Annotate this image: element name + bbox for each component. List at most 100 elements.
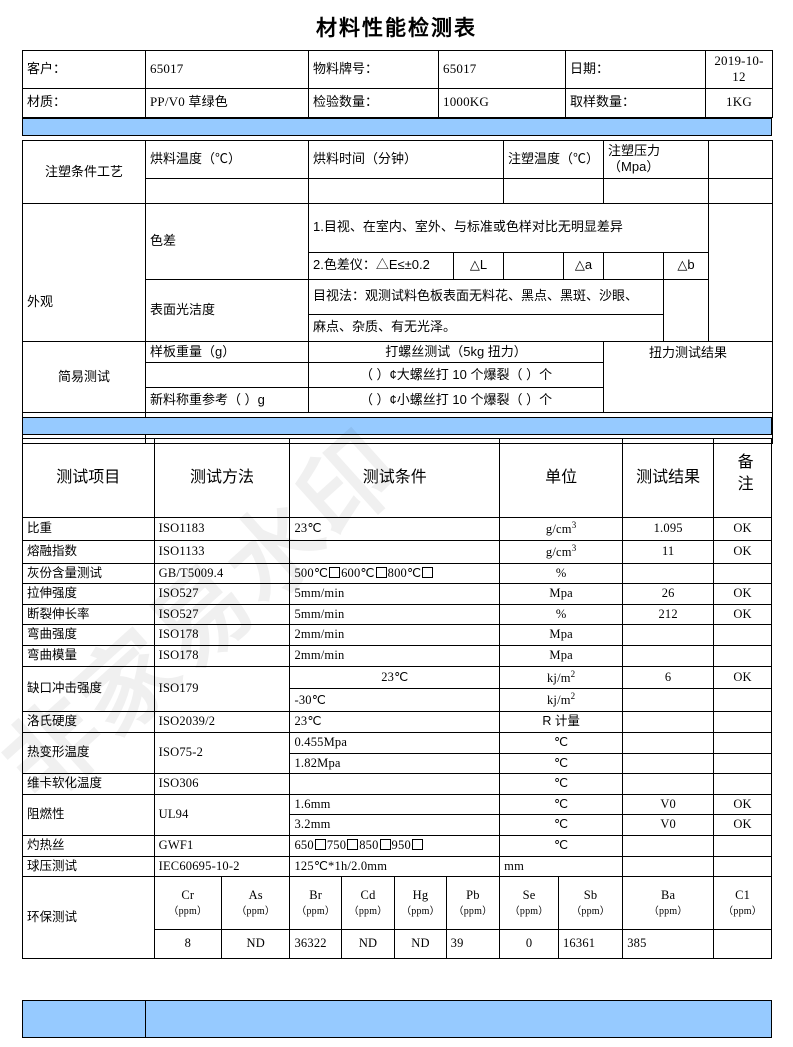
page-title: 材料性能检测表 xyxy=(316,17,477,40)
test-note[interactable] xyxy=(713,688,772,713)
table-row: 外观 色差 1.目视、在室内、室外、与标准或色样对比无明显差异 xyxy=(22,202,774,342)
test-method: IEC60695-10-2 xyxy=(153,855,291,878)
element-value-cd[interactable]: ND xyxy=(340,929,396,960)
sample-weight-value[interactable] xyxy=(145,361,309,388)
test-result[interactable] xyxy=(622,562,715,585)
test-result[interactable] xyxy=(622,731,715,754)
element-value-pb[interactable]: 39 xyxy=(445,929,501,960)
test-note[interactable]: OK xyxy=(713,793,772,816)
test-note[interactable] xyxy=(713,711,772,733)
test-result[interactable] xyxy=(622,645,715,667)
test-result[interactable] xyxy=(622,752,715,775)
test-note[interactable] xyxy=(713,624,772,647)
element-value-sb[interactable]: 16361 xyxy=(557,929,624,960)
element-header-c1: C1 （ppm） xyxy=(713,876,772,931)
test-note[interactable]: OK xyxy=(713,814,772,836)
test-result[interactable] xyxy=(622,624,715,647)
element-value-cr[interactable]: 8 xyxy=(153,929,222,960)
table-row: 维卡软化温度 ISO306 ℃ xyxy=(22,773,772,795)
test-note[interactable] xyxy=(713,562,772,585)
test-note[interactable] xyxy=(713,855,772,878)
process-value-inj-pressure[interactable] xyxy=(603,177,710,204)
test-result[interactable] xyxy=(622,855,715,878)
value-customer[interactable]: 65017 xyxy=(145,50,309,89)
test-note[interactable] xyxy=(713,645,772,667)
checkbox-950[interactable] xyxy=(411,839,423,850)
gloss-spare-cell[interactable] xyxy=(663,278,710,342)
test-result[interactable]: 26 xyxy=(622,583,715,605)
appearance-spare-col[interactable] xyxy=(708,202,774,342)
delta-l-value[interactable] xyxy=(503,251,565,280)
element-value-hg[interactable]: ND xyxy=(394,929,447,960)
test-note[interactable]: OK xyxy=(713,539,772,564)
test-result[interactable]: 11 xyxy=(622,539,715,564)
value-sample-qty[interactable]: 1KG xyxy=(705,87,773,118)
table-row: 1.82Mpa ℃ xyxy=(23,752,772,775)
table-row: 简易测试 样板重量（g） 打螺丝测试（5kg 扭力） 扭力测试结果 xyxy=(22,340,774,413)
test-result[interactable]: V0 xyxy=(622,814,715,836)
test-condition: 1.82Mpa xyxy=(289,752,501,775)
test-note[interactable] xyxy=(713,773,772,795)
test-result[interactable] xyxy=(622,688,715,713)
value-inspect-qty[interactable]: 1000KG xyxy=(438,87,566,118)
checkbox-600c[interactable] xyxy=(375,566,387,578)
test-note[interactable]: OK xyxy=(713,665,772,690)
test-condition-checkboxes[interactable]: 500℃ 600℃ 800℃ xyxy=(289,562,501,585)
element-value-ba[interactable]: 385 xyxy=(622,929,715,960)
test-unit: Mpa xyxy=(499,624,624,647)
test-note[interactable]: OK xyxy=(713,583,772,605)
element-value-as[interactable]: ND xyxy=(220,929,291,960)
test-note[interactable] xyxy=(713,835,772,857)
col-header-item: 测试项目 xyxy=(22,438,155,518)
test-result[interactable] xyxy=(622,835,715,857)
delta-l-label: △L xyxy=(452,251,505,280)
test-note[interactable] xyxy=(713,752,772,775)
process-value-inj-temp[interactable] xyxy=(503,177,605,204)
process-value-dry-temp[interactable] xyxy=(145,177,309,204)
new-material-weight-ref[interactable]: 新料称重参考（ ）g xyxy=(145,386,309,413)
test-condition-checkboxes[interactable]: 650 750 850 950 xyxy=(289,835,501,857)
checkbox-750[interactable] xyxy=(347,839,359,850)
table-row: 比重 ISO1183 23℃ g/cm3 1.095 OK xyxy=(22,517,772,541)
test-note[interactable] xyxy=(713,731,772,754)
process-value-dry-time[interactable] xyxy=(307,177,505,204)
footer-band-left-segment xyxy=(23,1001,146,1037)
value-material-code[interactable]: 65017 xyxy=(438,50,566,89)
test-result[interactable]: V0 xyxy=(622,793,715,816)
element-value-c1[interactable] xyxy=(713,929,772,960)
test-unit: % xyxy=(499,562,624,585)
test-item-flexural-modulus: 弯曲模量 xyxy=(22,645,155,667)
element-header-br: Br （ppm） xyxy=(289,876,342,931)
test-result[interactable] xyxy=(622,773,715,795)
test-note[interactable]: OK xyxy=(713,517,772,541)
checkbox-650[interactable] xyxy=(314,839,326,850)
test-result[interactable]: 212 xyxy=(622,603,715,626)
blue-separator-band-1 xyxy=(22,118,772,136)
table-row: 麻点、杂质、有无光泽。 xyxy=(23,313,773,342)
test-unit: % xyxy=(499,603,624,626)
big-screw-test-text[interactable]: （ ）¢大螺丝打 10 个爆裂（ ）个 xyxy=(307,361,605,388)
element-value-se[interactable]: 0 xyxy=(499,929,559,960)
appearance-label: 外观 xyxy=(22,202,146,342)
checkbox-500c[interactable] xyxy=(329,566,341,578)
test-condition: 125℃*1h/2.0mm xyxy=(289,855,501,878)
delta-a-value[interactable] xyxy=(603,251,665,280)
process-value-spare[interactable] xyxy=(708,177,774,204)
test-condition: 1.6mm xyxy=(289,793,501,816)
test-item-specific-gravity: 比重 xyxy=(22,517,155,541)
test-note[interactable]: OK xyxy=(713,603,772,626)
test-unit: ℃ xyxy=(499,752,624,775)
footer-band-right-segment xyxy=(146,1001,771,1037)
color-difference-label: 色差 xyxy=(145,202,309,280)
table-row: 洛氏硬度 ISO2039/2 23℃ R 计量 xyxy=(22,711,772,733)
checkbox-800c[interactable] xyxy=(422,566,434,578)
element-value-br[interactable]: 36322 xyxy=(289,929,342,960)
test-result[interactable] xyxy=(622,711,715,733)
test-result[interactable]: 6 xyxy=(622,665,715,690)
element-header-se: Se （ppm） xyxy=(499,876,559,931)
test-result[interactable]: 1.095 xyxy=(622,517,715,541)
checkbox-850[interactable] xyxy=(379,839,391,850)
small-screw-test-text[interactable]: （ ）¢小螺丝打 10 个爆裂（ ）个 xyxy=(307,386,605,413)
value-material[interactable]: PP/V0 草绿色 xyxy=(145,87,309,118)
value-date[interactable]: 2019-10-12 xyxy=(705,50,773,89)
